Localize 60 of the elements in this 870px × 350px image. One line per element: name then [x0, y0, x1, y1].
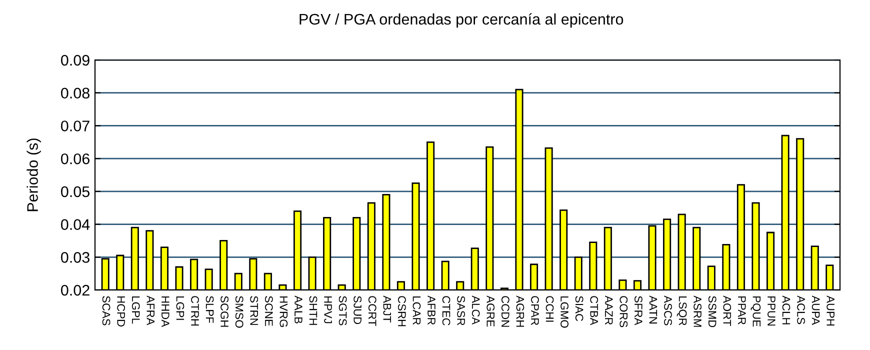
- x-tick-label: LGPI: [176, 296, 184, 320]
- x-tick-label: LGMO: [560, 296, 568, 328]
- x-tick-label: CTEC: [442, 296, 450, 326]
- x-tick-label: SGTS: [338, 296, 347, 326]
- x-tick-label: SCGH: [220, 296, 228, 327]
- x-tick-label: CSRH: [398, 296, 406, 326]
- x-tick-label: SLPF: [206, 296, 214, 323]
- x-tick-label: CORS: [620, 296, 628, 328]
- x-tick-label: ASCS: [664, 296, 672, 326]
- x-tick-label: HCPD: [117, 296, 126, 327]
- x-tick-label: AUPH: [826, 296, 834, 326]
- x-tick-label: LSQR: [676, 296, 687, 326]
- x-tick-label: ALCA: [472, 296, 480, 325]
- x-tick-label: ACLS: [797, 296, 805, 324]
- x-tick-label: SHTH: [309, 296, 318, 325]
- x-tick-label: STRN: [250, 296, 258, 325]
- y-tick-label: 0.08: [61, 88, 90, 99]
- x-tick-label: LGPL: [132, 296, 140, 324]
- x-tick-label: SIAC: [575, 296, 584, 322]
- x-tick-label: AAZR: [605, 296, 613, 325]
- x-tick-label: SMSO: [235, 296, 244, 328]
- x-tick-label: ASRM: [694, 296, 702, 327]
- x-tick-label: ABJT: [383, 296, 391, 322]
- chart-title: PGV / PGA ordenadas por cercanía al epicentro: [300, 13, 624, 28]
- x-tick-label: PPUN: [768, 296, 776, 326]
- x-tick-label: AORT: [723, 296, 732, 326]
- x-tick-label: CTRH: [191, 296, 199, 326]
- x-tick-label: ACLH: [782, 296, 790, 324]
- x-tick-label: SASR: [457, 296, 465, 326]
- x-tick-label: AGRE: [486, 296, 495, 327]
- x-tick-label: PQUE: [750, 296, 761, 327]
- x-tick-label: SCNE: [264, 296, 273, 326]
- x-tick-label: HHDA: [162, 296, 170, 328]
- y-tick-label: 0.06: [61, 153, 90, 164]
- x-tick-label: AALB: [294, 296, 302, 324]
- y-tick-label: 0.09: [61, 54, 90, 66]
- x-tick-label: AGRH: [516, 296, 524, 327]
- x-tick-label: AFRA: [146, 296, 154, 326]
- y-tick-label: 0.07: [61, 120, 90, 132]
- x-tick-label: AFBR: [428, 296, 436, 325]
- x-tick-label: HPVJ: [324, 296, 332, 324]
- x-tick-label: CCRT: [368, 296, 376, 326]
- y-tick-label: 0.03: [61, 252, 90, 263]
- x-tick-label: CPAR: [531, 296, 539, 326]
- x-tick-label: AUPA: [812, 296, 820, 325]
- y-tick-label: 0.05: [61, 186, 90, 198]
- x-tick-label: CTBA: [590, 296, 598, 326]
- x-tick-label: CCHI: [546, 296, 554, 322]
- x-tick-label: SFRA: [634, 296, 642, 326]
- x-tick-label: PPAR: [738, 296, 746, 324]
- y-axis-title: Periodo (s): [26, 138, 41, 212]
- y-tick-label: 0.02: [61, 284, 90, 296]
- x-tick-label: SCAS: [102, 296, 110, 326]
- x-tick-label: AATN: [649, 296, 658, 324]
- x-tick-label: SSMD: [708, 296, 716, 328]
- x-tick-label: CCDN: [501, 296, 510, 327]
- x-tick-label: SJUD: [354, 296, 362, 324]
- y-tick-label: 0.04: [61, 219, 90, 230]
- x-tick-label: LCAR: [412, 296, 421, 325]
- x-tick-label: HVRG: [280, 296, 288, 327]
